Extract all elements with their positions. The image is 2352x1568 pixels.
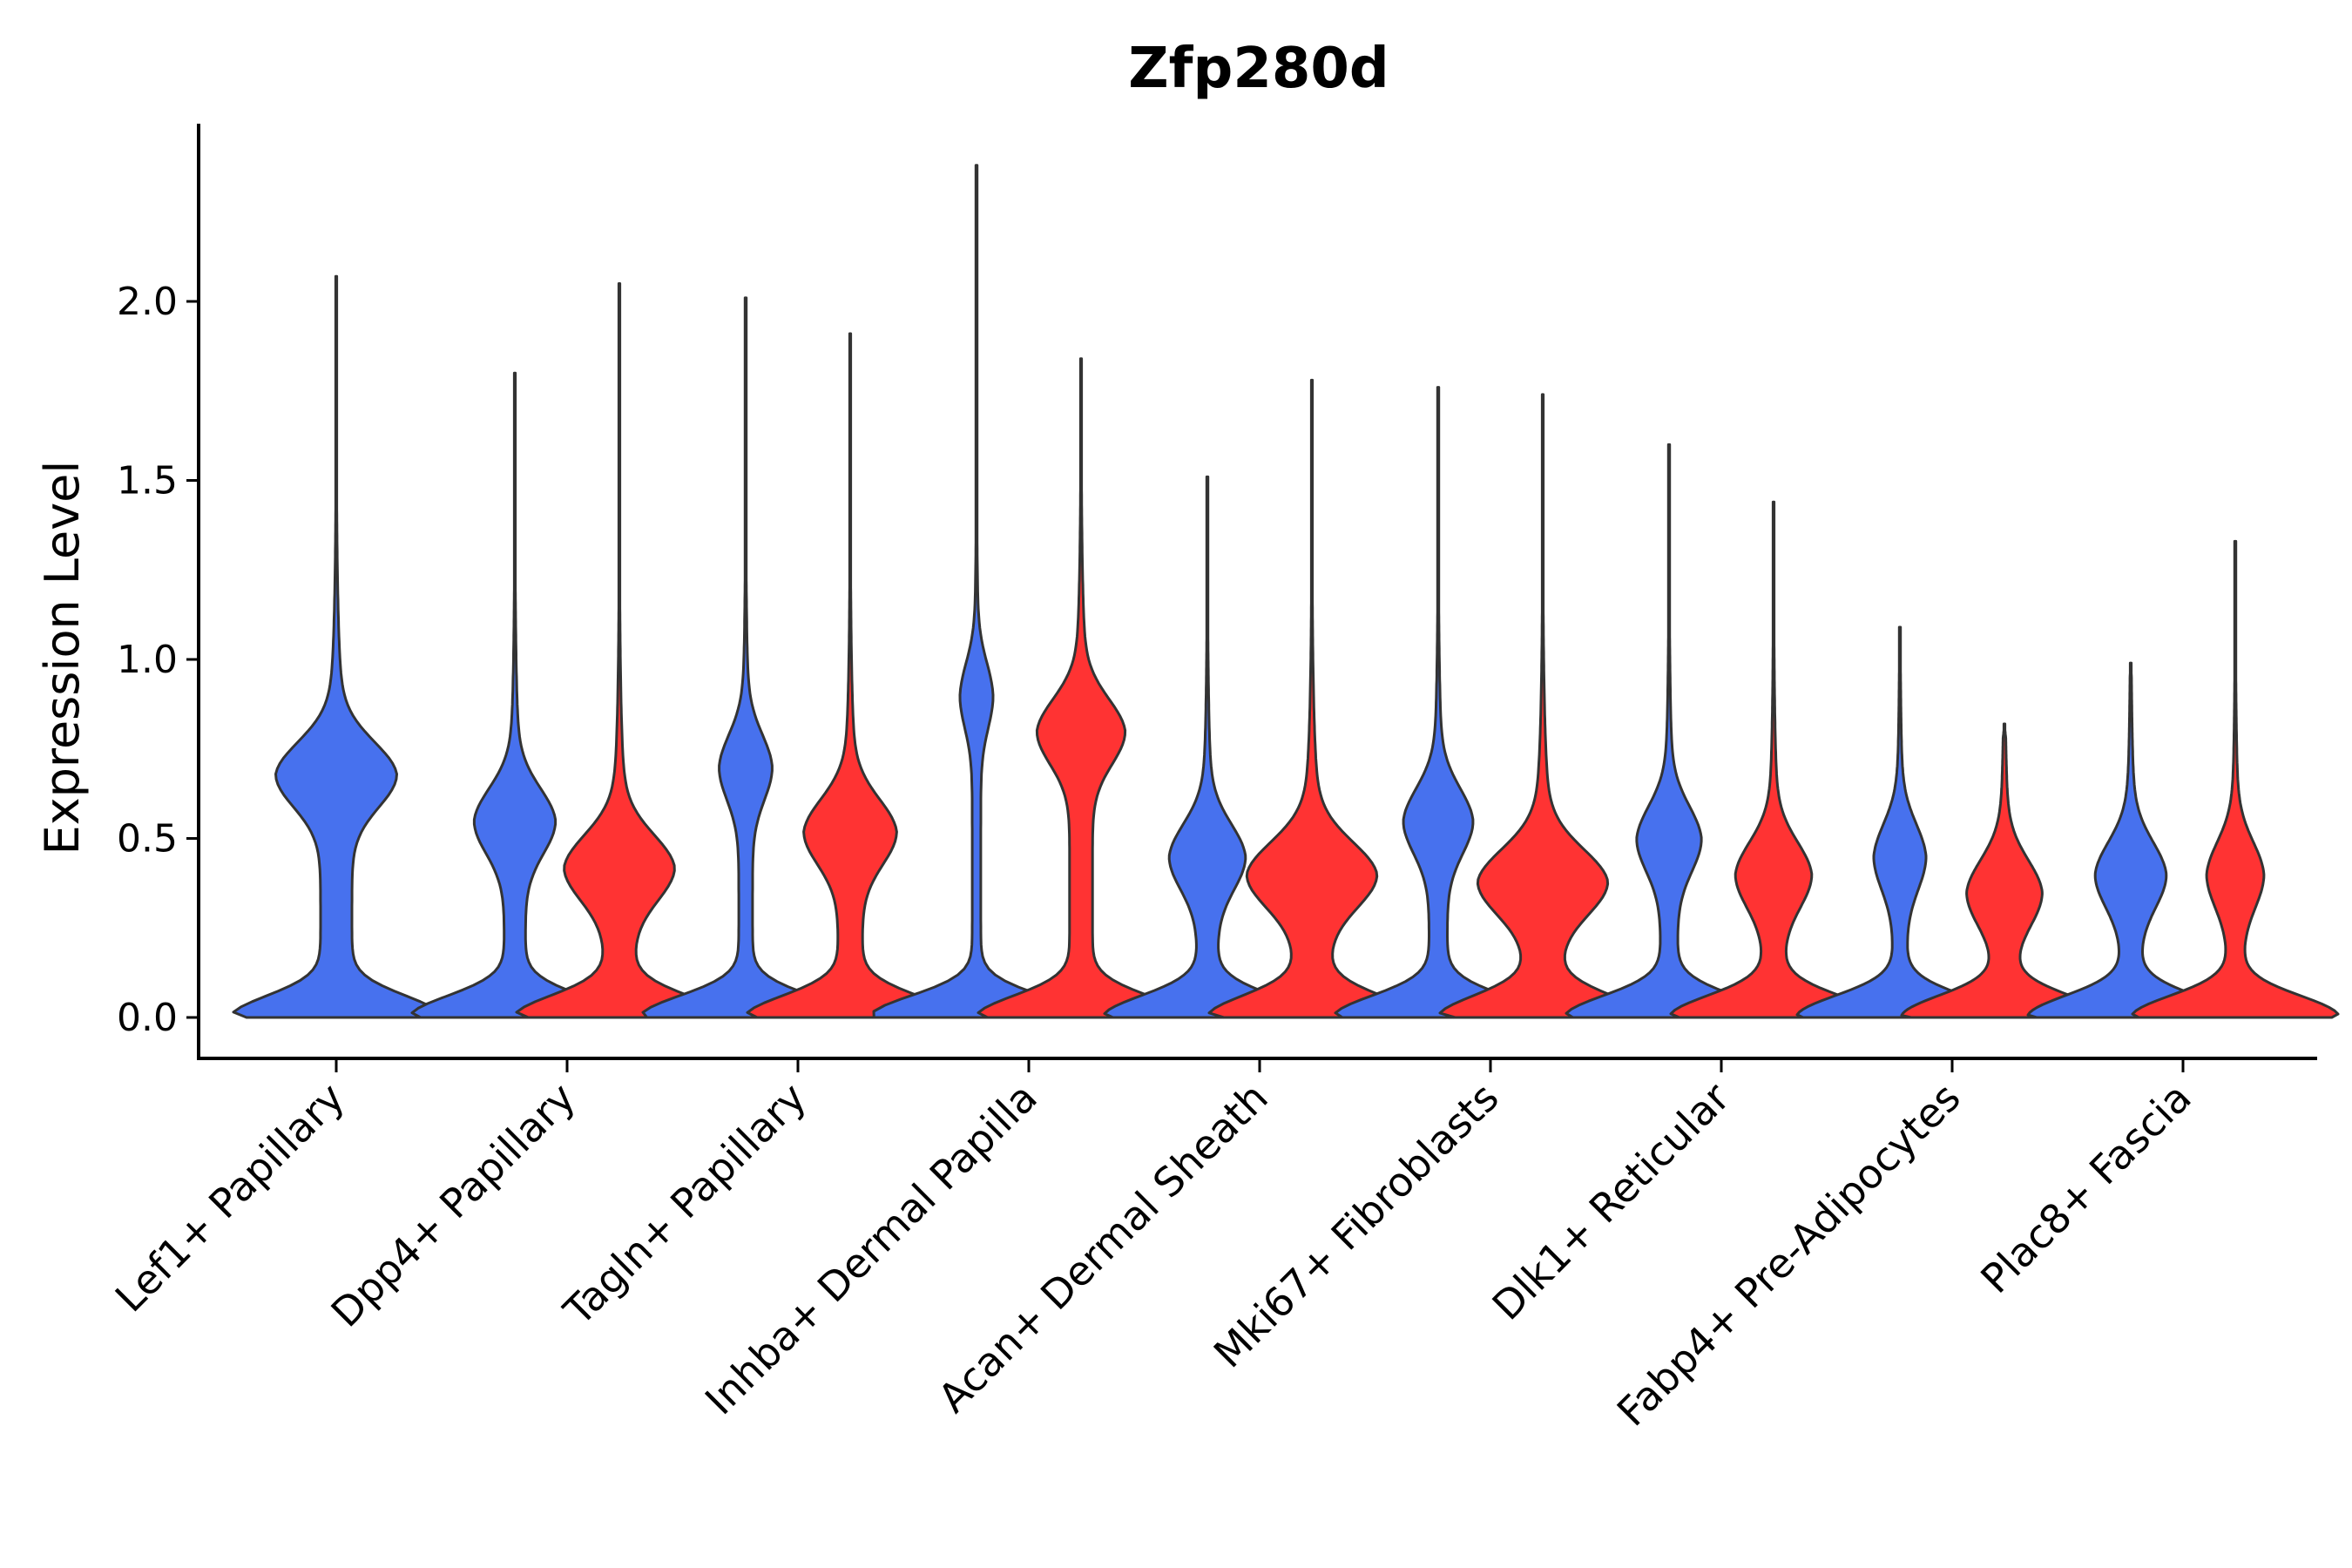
violin-blue <box>232 274 441 1019</box>
violin-blue <box>1103 475 1312 1019</box>
violin-blue <box>1795 625 2004 1019</box>
y-tick-label: 2.0 <box>117 280 178 324</box>
x-tick-label: Dlk1+ Reticular <box>1484 1074 1739 1329</box>
violin-red <box>1438 393 1647 1019</box>
violin-red <box>1900 722 2109 1019</box>
x-tick-label: Lef1+ Papillary <box>106 1074 354 1321</box>
violin-red <box>2131 539 2340 1019</box>
violin-blue <box>872 164 1081 1019</box>
x-tick-label: Tagln+ Papillary <box>554 1074 815 1335</box>
violin-blue <box>1334 386 1543 1019</box>
violin-red <box>1207 378 1416 1019</box>
violin-red <box>977 357 1186 1019</box>
violin-blue <box>2026 661 2235 1019</box>
chart-title: Zfp280d <box>1128 37 1389 101</box>
y-axis-label: Expression Level <box>35 461 90 855</box>
violin-red <box>515 282 724 1019</box>
violin-red <box>746 332 955 1019</box>
x-tick-label: Dpp4+ Papillary <box>322 1074 585 1336</box>
y-tick-label: 0.5 <box>117 817 178 862</box>
y-tick-label: 1.5 <box>117 459 178 504</box>
violin-blue <box>641 296 850 1019</box>
violin-red <box>1669 500 1878 1019</box>
y-ticks-group: 0.0 0.5 1.0 1.5 2.0 <box>117 280 199 1040</box>
y-tick-label: 0.0 <box>117 996 178 1040</box>
x-tick-label: Plac8+ Fascia <box>1971 1074 2200 1302</box>
y-tick-label: 1.0 <box>117 638 178 682</box>
violin-blue <box>410 371 619 1019</box>
violins-group <box>232 164 2340 1019</box>
violin-blue <box>1565 443 1774 1019</box>
